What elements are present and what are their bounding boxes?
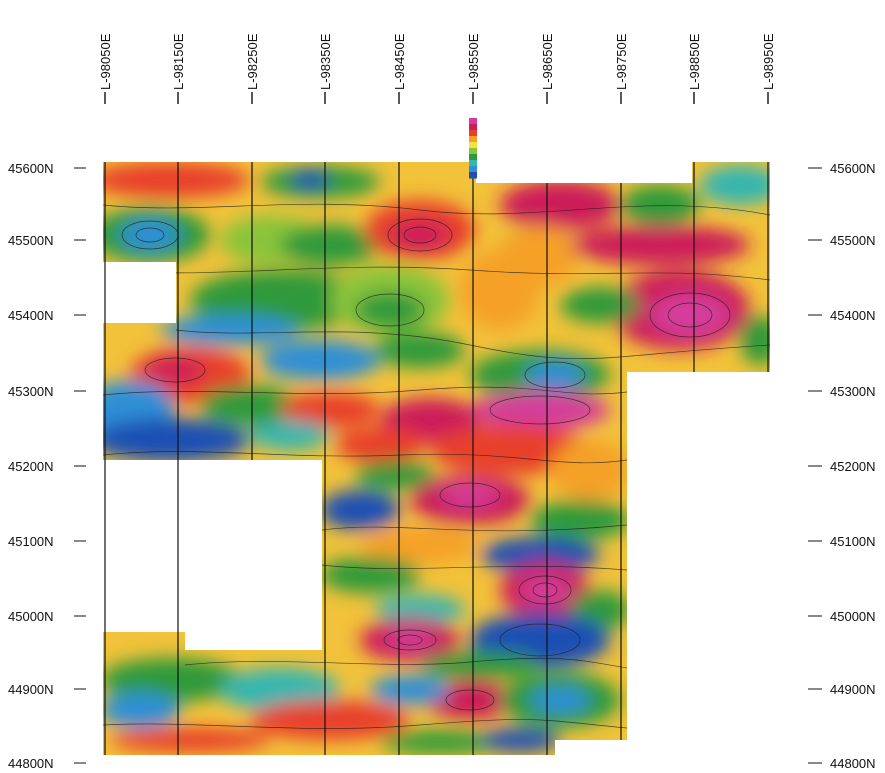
northing-label: 45200N (830, 459, 876, 474)
line-label: L-98850E (687, 33, 702, 90)
color-scale-swatch (469, 154, 477, 161)
northing-label: 45000N (830, 609, 876, 624)
line-label: L-98550E (466, 33, 481, 90)
northing-label: 45100N (830, 534, 876, 549)
line-labels: L-98050E L-98150E L-98250E L-98350E L-98450E… (98, 33, 776, 104)
northing-label: 44800N (830, 756, 876, 771)
northing-label: 45400N (8, 308, 54, 323)
color-scale-swatch (469, 166, 477, 173)
northing-label: 45400N (830, 308, 876, 323)
northing-label: 45500N (830, 233, 876, 248)
northing-label: 45100N (8, 534, 54, 549)
survey-lines (104, 118, 769, 755)
line-label: L-98450E (392, 33, 407, 90)
anomaly-contour-field (103, 162, 770, 755)
northing-label: 45000N (8, 609, 54, 624)
northing-label: 45500N (8, 233, 54, 248)
color-scale-swatch (469, 160, 477, 167)
color-scale-swatch (469, 136, 477, 143)
color-scale-swatch (469, 130, 477, 137)
northing-label: 45300N (8, 384, 54, 399)
color-scale-swatch (469, 118, 477, 125)
northing-label: 45600N (830, 161, 876, 176)
northing-label: 44800N (8, 756, 54, 771)
northing-labels-right: 45600N 45500N 45400N 45300N 45200N 45100N 4500… (808, 161, 876, 771)
northing-label: 44900N (830, 682, 876, 697)
northing-label: 45200N (8, 459, 54, 474)
line-label: L-98350E (318, 33, 333, 90)
line-label: L-98150E (171, 33, 186, 90)
color-scale (469, 118, 477, 179)
line-label: L-98050E (98, 33, 113, 90)
color-scale-swatch (469, 124, 477, 131)
color-scale-swatch (469, 142, 477, 149)
northing-label: 45300N (830, 384, 876, 399)
color-scale-swatch (469, 148, 477, 155)
color-scale-swatch (469, 172, 477, 179)
northing-label: 44900N (8, 682, 54, 697)
northing-label: 45600N (8, 161, 54, 176)
line-label: L-98750E (614, 33, 629, 90)
line-label: L-98650E (540, 33, 555, 90)
northing-labels-left: 45600N 45500N 45400N 45300N 45200N 45100N 4500… (8, 161, 86, 771)
line-label: L-98950E (761, 33, 776, 90)
line-label: L-98250E (245, 33, 260, 90)
